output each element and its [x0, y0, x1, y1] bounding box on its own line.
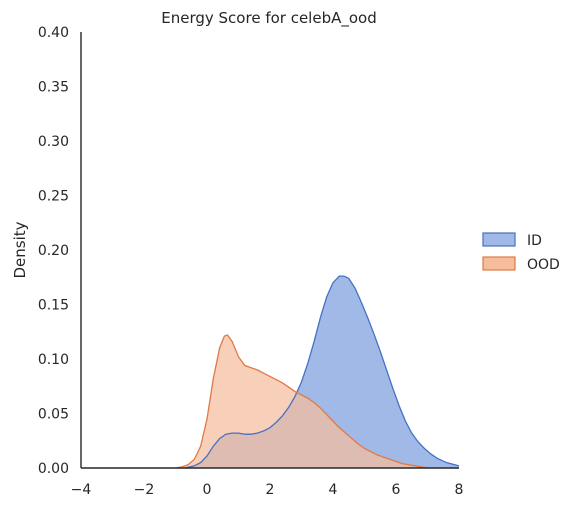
y-tick-label: 0.35 — [38, 80, 69, 96]
y-axis-label: Density — [11, 221, 29, 278]
y-tick-label: 0.05 — [38, 407, 69, 423]
x-tick-label: 4 — [329, 482, 338, 498]
x-tick-label: 8 — [455, 482, 464, 498]
x-tick-label: 6 — [392, 482, 401, 498]
chart-title: Energy Score for celebA_ood — [161, 9, 377, 28]
x-tick-label: 2 — [266, 482, 275, 498]
line-ood — [175, 334, 428, 469]
density-areas — [175, 275, 460, 469]
line-id — [184, 275, 460, 469]
y-tick-label: 0.20 — [38, 243, 69, 259]
y-tick-label: 0.30 — [38, 134, 69, 150]
legend-label-ood: OOD — [527, 257, 560, 273]
x-tick-label: −2 — [134, 482, 155, 498]
x-tick-label: −4 — [71, 482, 92, 498]
axes: 0.00 0.05 0.10 0.15 0.20 0.25 0.30 0.35 0.40 −4 −2… — [38, 25, 464, 498]
area-id — [184, 276, 459, 468]
area-ood — [175, 335, 428, 468]
legend-swatch-id — [482, 232, 516, 247]
legend: ID OOD — [482, 232, 560, 273]
x-tick-label: 0 — [203, 482, 212, 498]
y-tick-label: 0.25 — [38, 189, 69, 205]
legend-label-id: ID — [527, 233, 542, 249]
y-tick-label: 0.00 — [38, 461, 69, 477]
y-tick-label: 0.15 — [38, 298, 69, 314]
legend-swatch-ood — [482, 256, 516, 271]
y-tick-label: 0.10 — [38, 352, 69, 368]
y-tick-label: 0.40 — [38, 25, 69, 41]
